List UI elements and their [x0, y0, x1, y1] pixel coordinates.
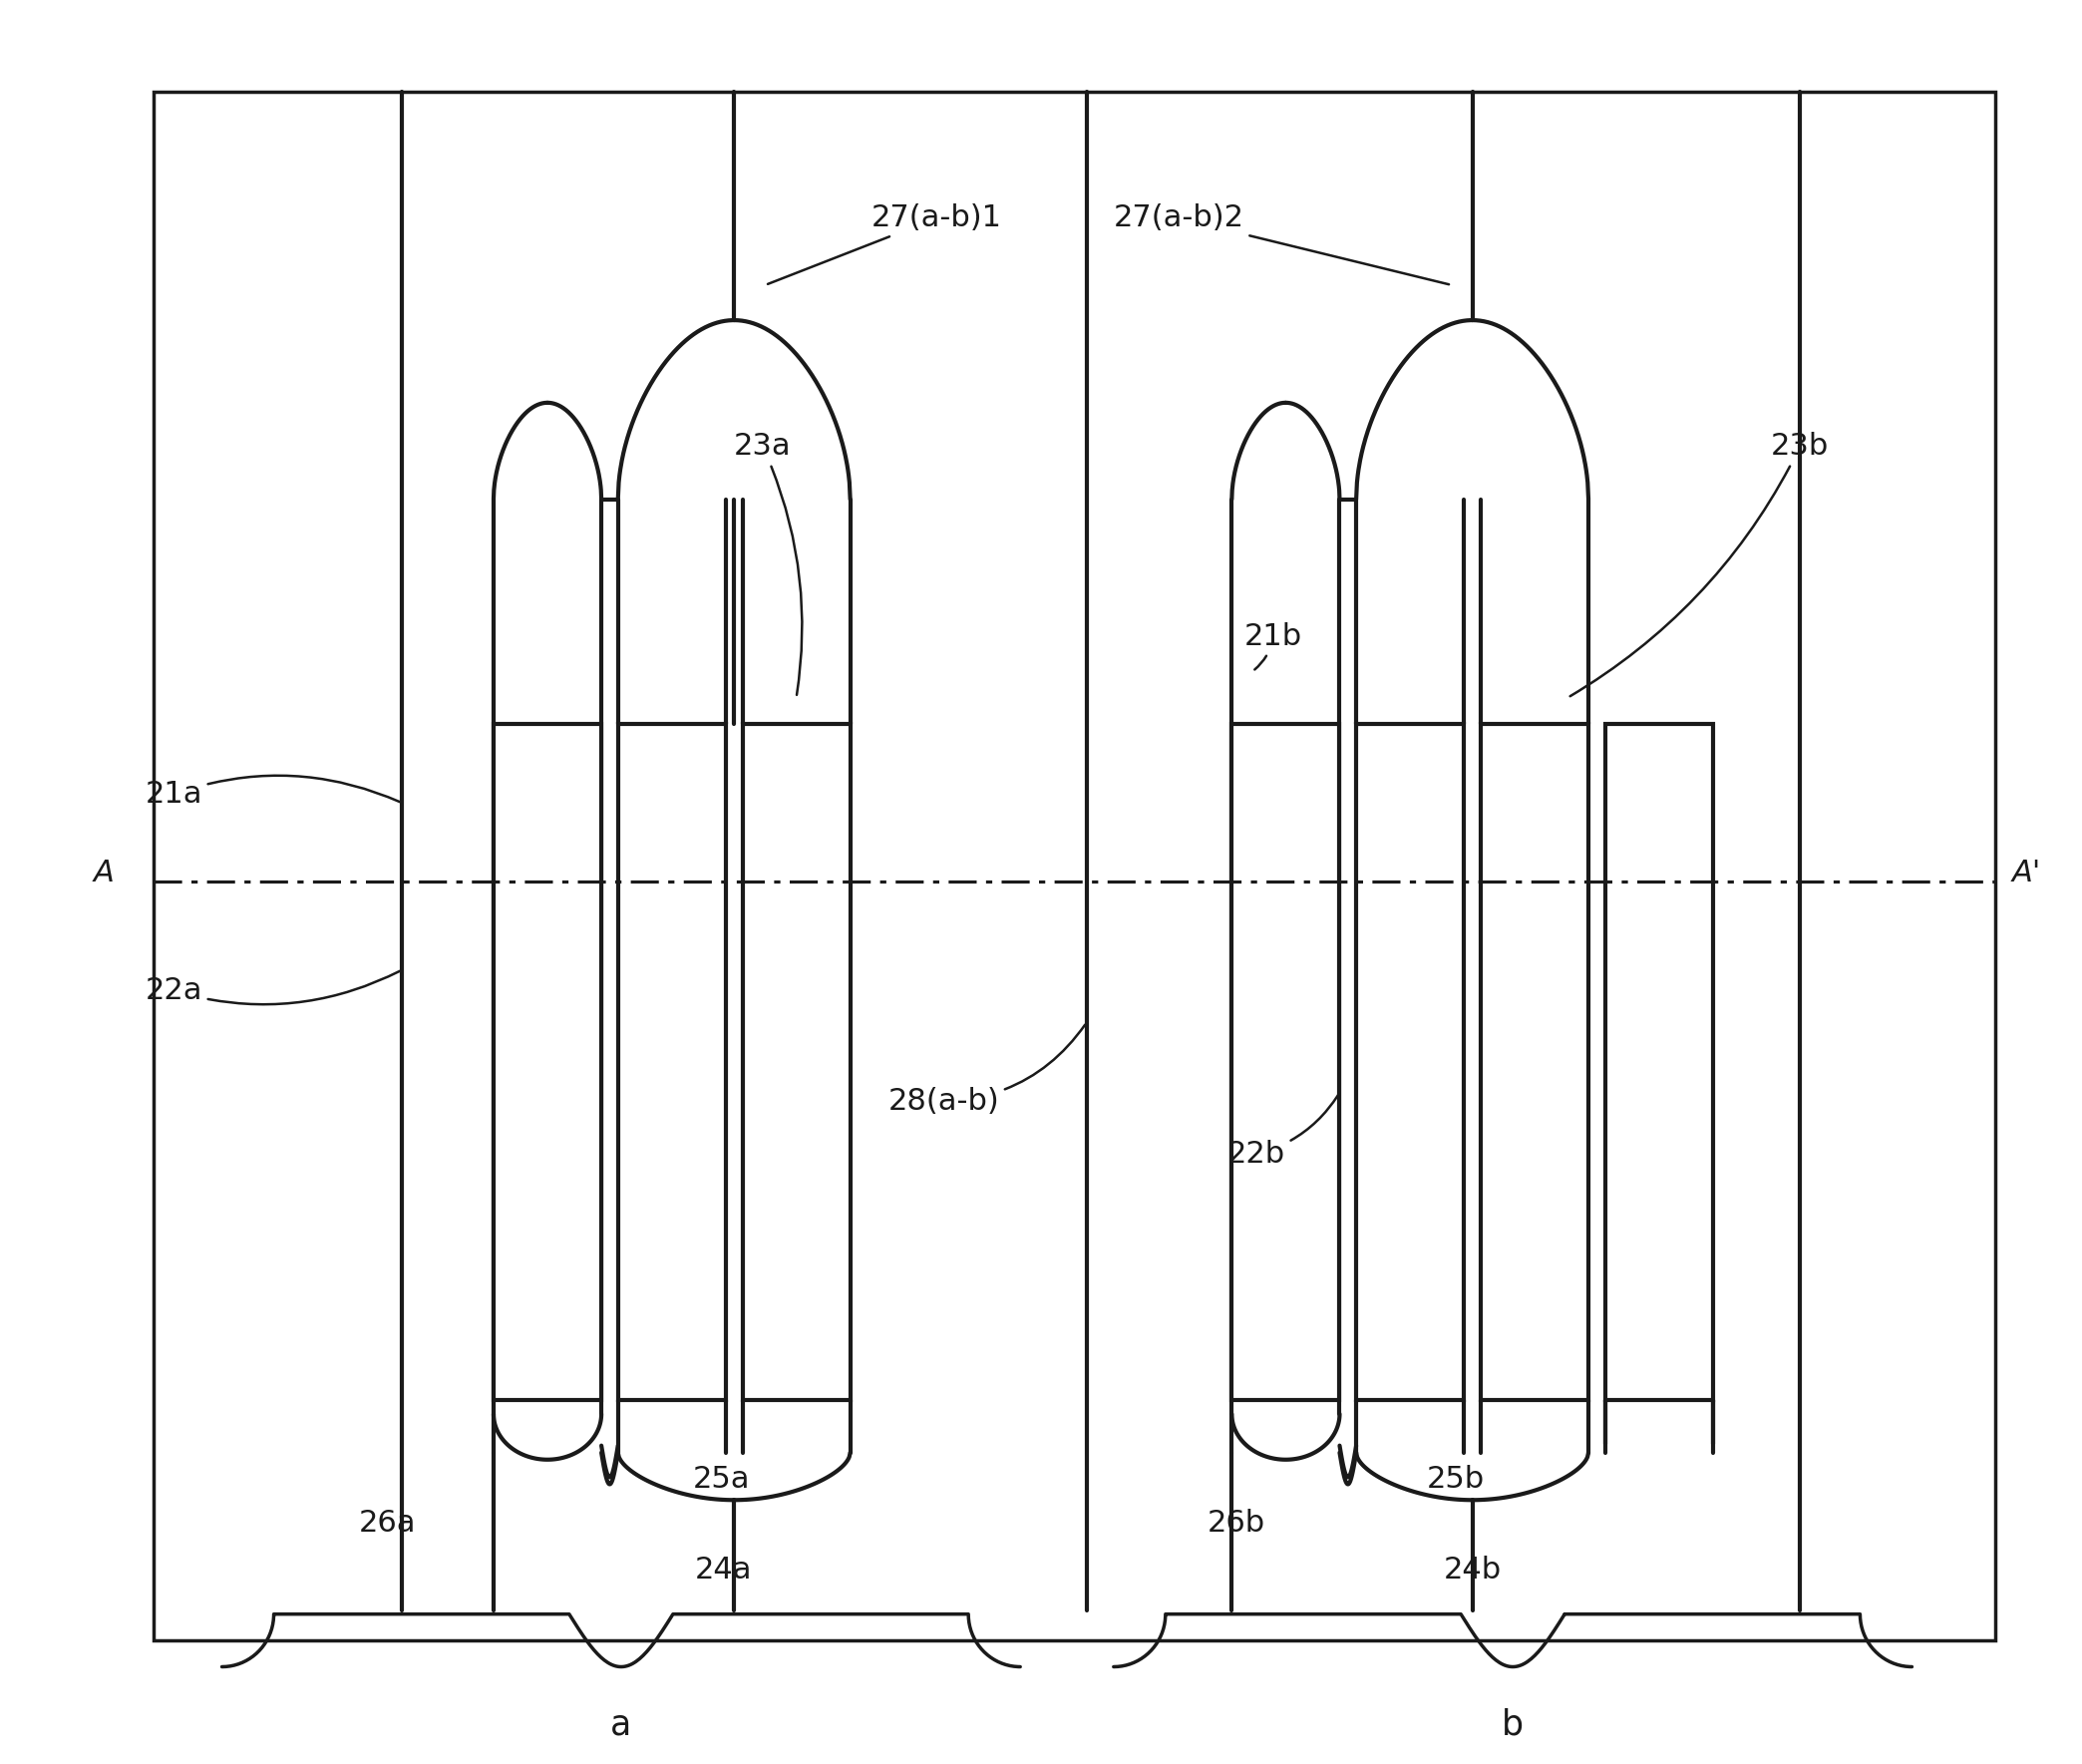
Text: 26a: 26a — [358, 1508, 416, 1536]
Text: 23a: 23a — [735, 432, 802, 695]
Text: 25a: 25a — [693, 1464, 750, 1494]
Text: 27(a-b)1: 27(a-b)1 — [768, 205, 1001, 284]
Text: 22a: 22a — [146, 970, 400, 1005]
Text: A': A' — [2011, 859, 2040, 887]
Bar — [154, 92, 1995, 1641]
Bar — [1605, 723, 1713, 1401]
Text: 24b: 24b — [1443, 1556, 1501, 1584]
Bar — [1233, 723, 1339, 1401]
Text: 26b: 26b — [1208, 1508, 1266, 1536]
Bar — [493, 723, 602, 1401]
Text: 22b: 22b — [1228, 1095, 1339, 1168]
Text: A: A — [94, 859, 115, 887]
Text: 24a: 24a — [695, 1556, 752, 1584]
Text: b: b — [1501, 1708, 1524, 1741]
Bar — [743, 723, 849, 1401]
Text: 25b: 25b — [1426, 1464, 1484, 1494]
Text: 23b: 23b — [1570, 432, 1828, 697]
Bar — [618, 723, 727, 1401]
Text: a: a — [610, 1708, 631, 1741]
Text: 27(a-b)2: 27(a-b)2 — [1114, 205, 1449, 284]
Bar — [1355, 723, 1464, 1401]
Text: 28(a-b): 28(a-b) — [889, 1025, 1085, 1117]
Bar — [1480, 723, 1589, 1401]
Text: 21a: 21a — [146, 776, 400, 808]
Text: 21b: 21b — [1245, 621, 1301, 670]
